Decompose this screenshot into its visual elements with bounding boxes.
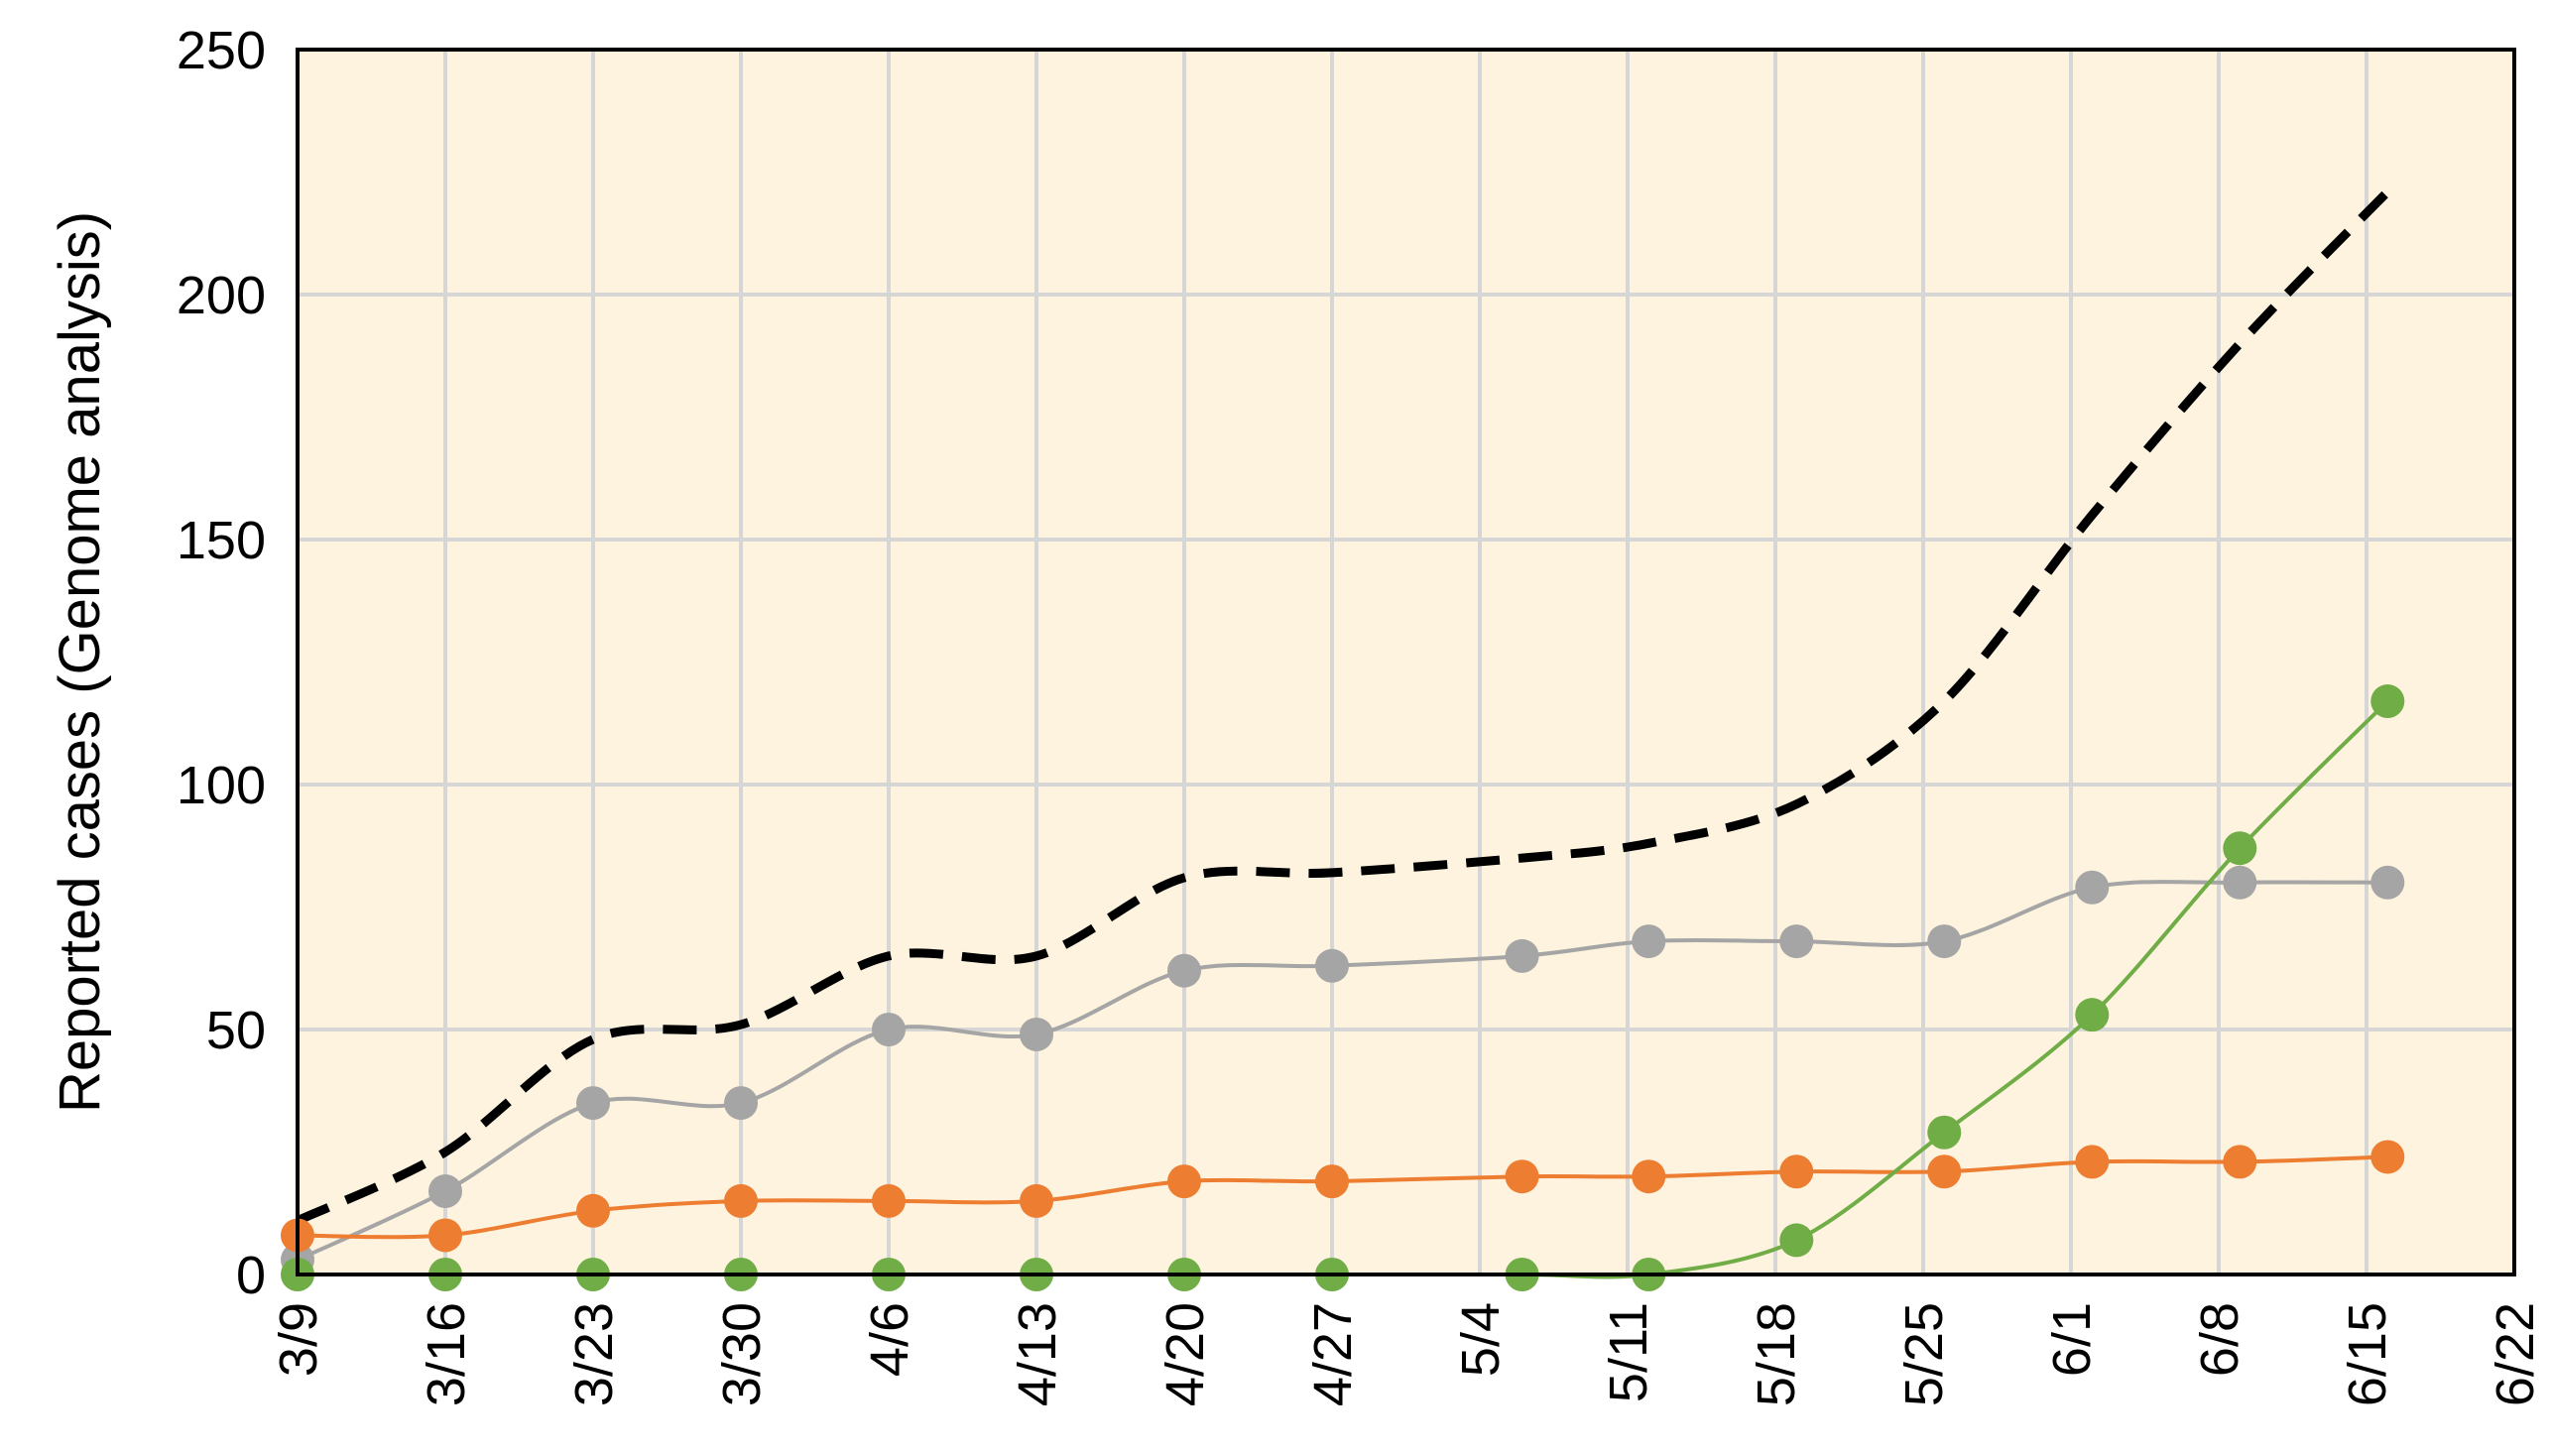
series-1-line: [296, 188, 2391, 1225]
x-tick-label: 3/30: [712, 1302, 772, 1406]
series-2-point: [1632, 924, 1666, 959]
series-4-point: [2075, 998, 2110, 1032]
series-3-point: [1315, 1164, 1349, 1199]
series-2-point: [2370, 865, 2405, 900]
series-3-point: [428, 1218, 462, 1253]
x-tick-label: 3/9: [269, 1302, 328, 1377]
plot-area-background: [298, 50, 2514, 1274]
y-tick-label: 50: [206, 1001, 266, 1060]
x-tick-label: 4/20: [1155, 1302, 1215, 1406]
y-tick-label: 200: [177, 266, 266, 325]
series-4-point: [1779, 1223, 1814, 1258]
series-3-point: [2370, 1140, 2405, 1174]
series-2-point: [1167, 953, 1201, 988]
series-3: [281, 1140, 2405, 1253]
series-2-point: [2223, 865, 2257, 900]
x-tick-label: 5/18: [1747, 1302, 1806, 1406]
y-tick-label: 150: [177, 511, 266, 570]
series-2-point: [428, 1174, 462, 1209]
series-4-point: [2370, 684, 2405, 719]
series-4-point: [1927, 1115, 1962, 1150]
series-2-point: [872, 1013, 906, 1046]
series-2-point: [724, 1086, 758, 1121]
x-tick-label: 4/6: [860, 1302, 919, 1377]
series-2-point: [1505, 938, 1539, 973]
series-3-point: [1927, 1154, 1962, 1189]
series-2: [281, 865, 2405, 1277]
series-3-point: [1020, 1183, 1053, 1218]
series-3-point: [2075, 1145, 2110, 1179]
plot-area-frame: [296, 48, 2516, 1276]
series-2-point: [2075, 870, 2110, 905]
x-axis-ticks: 3/9 3/16 3/23 3/30 4/6 4/13 4/20 4/27 5/4 5/11 5/1…: [269, 1302, 2545, 1406]
x-tick-label: 3/16: [417, 1302, 476, 1406]
y-tick-label: 0: [236, 1246, 266, 1305]
y-tick-label: 100: [177, 756, 266, 815]
x-tick-label: 5/25: [1894, 1302, 1954, 1406]
series-2-point: [1020, 1017, 1053, 1051]
series-3-point: [1167, 1164, 1201, 1199]
series-3-point: [872, 1183, 906, 1218]
series-3-point: [1632, 1159, 1666, 1194]
series-2-point: [576, 1086, 610, 1121]
y-tick-label: 250: [177, 21, 266, 80]
x-tick-label: 6/8: [2190, 1302, 2249, 1377]
y-axis-ticks: 0 50 100 150 200 250: [177, 21, 266, 1305]
y-axis-title: Reported cases (Genome analysis): [48, 211, 112, 1113]
series-group: [281, 188, 2405, 1291]
x-tick-label: 4/13: [1008, 1302, 1067, 1406]
x-tick-label: 6/15: [2338, 1302, 2397, 1406]
x-tick-label: 4/27: [1303, 1302, 1363, 1406]
series-3-point: [576, 1193, 610, 1228]
x-tick-label: 5/11: [1599, 1302, 1658, 1402]
x-tick-label: 6/1: [2042, 1302, 2102, 1377]
series-3-point: [1505, 1159, 1539, 1194]
series-2-point: [1315, 948, 1349, 983]
x-tick-label: 5/4: [1451, 1302, 1511, 1377]
series-2-point: [1779, 924, 1814, 959]
series-2-point: [1927, 924, 1962, 959]
series-1: [296, 188, 2391, 1225]
series-3-point: [2223, 1145, 2257, 1179]
series-3-point: [1779, 1154, 1814, 1189]
series-3-point: [724, 1183, 758, 1218]
x-tick-label: 6/22: [2486, 1302, 2545, 1406]
x-tick-label: 3/23: [564, 1302, 624, 1406]
series-4-point: [2223, 831, 2257, 866]
